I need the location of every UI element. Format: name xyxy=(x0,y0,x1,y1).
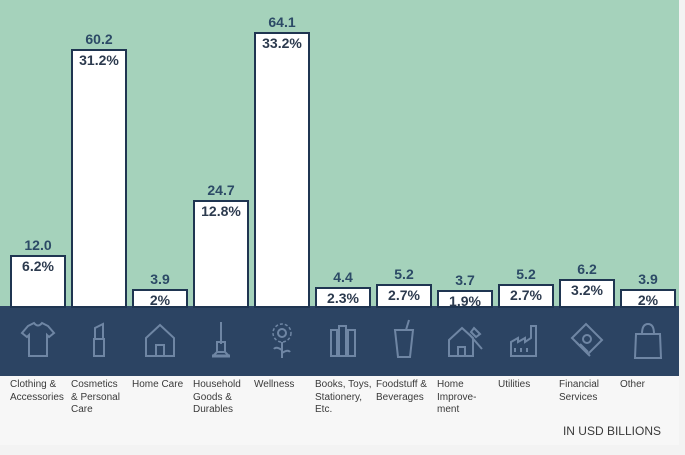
bar-3 xyxy=(132,289,188,308)
bar-percent-label: 2.3% xyxy=(327,290,359,307)
bar-percent-label: 3.2% xyxy=(571,282,603,299)
bar-percent-label: 33.2% xyxy=(262,35,302,51)
bar-value-label: 64.1 xyxy=(268,14,296,30)
category-label: Financial Services xyxy=(559,379,600,403)
bar-1 xyxy=(10,254,66,308)
bar-value-label: 3.7 xyxy=(455,272,475,289)
chart-panel: IN USD BILLIONS 6.2% 12.0 Clothing & Acces… xyxy=(0,0,679,438)
bar-5 xyxy=(254,32,310,308)
bar-value-label: 3.9 xyxy=(638,271,658,288)
cup-icon xyxy=(379,316,429,364)
category-label: Utilities xyxy=(498,379,531,390)
bar-percent-label: 1.9% xyxy=(449,293,481,310)
vacuum-icon xyxy=(196,316,246,364)
category-label: Foodstuff & Beverages xyxy=(376,379,427,403)
tshirt-icon xyxy=(13,316,63,364)
bar-value-label: 12.0 xyxy=(24,236,52,253)
flower-icon xyxy=(257,316,307,364)
bar-percent-label: 2.7% xyxy=(388,286,420,303)
bar-value-label: 24.7 xyxy=(207,182,235,199)
category-label: Cosmetics & Personal Care xyxy=(71,379,120,415)
category-label: Home Improve- ment xyxy=(437,379,477,415)
category-label: Other xyxy=(620,379,646,390)
bar-value-label: 4.4 xyxy=(333,269,353,286)
bar-value-label: 60.2 xyxy=(85,30,113,47)
bar-value-label: 5.2 xyxy=(394,265,414,282)
bar-percent-label: 2% xyxy=(149,292,171,309)
bar-value-label: 6.2 xyxy=(577,261,597,278)
bar-percent-label: 12.8% xyxy=(201,203,241,220)
bar-6 xyxy=(315,287,371,308)
bag-icon xyxy=(623,316,673,364)
books-icon xyxy=(318,316,368,364)
bar-percent-label: 6.2% xyxy=(22,257,54,274)
bar-value-label: 3.9 xyxy=(150,271,170,288)
house-icon xyxy=(135,316,185,364)
money-icon xyxy=(562,316,612,364)
bar-value-label: 5.2 xyxy=(516,265,536,282)
bar-10 xyxy=(559,279,615,308)
category-label: Books, Toys, Stationery, Etc. xyxy=(315,379,372,415)
home-hammer-icon xyxy=(440,316,490,364)
bar-percent-label: 2.7% xyxy=(510,286,542,303)
bar-percent-label: 2% xyxy=(637,292,659,309)
category-label: Home Care xyxy=(132,379,184,390)
factory-icon xyxy=(501,316,551,364)
category-label: Wellness xyxy=(254,379,295,390)
unit-note: IN USD BILLIONS xyxy=(562,424,661,438)
bar-7 xyxy=(376,283,432,308)
bar-percent-label: 31.2% xyxy=(79,51,119,68)
bar-11 xyxy=(620,289,676,308)
bar-2 xyxy=(71,48,127,308)
category-label: Household Goods & Durables xyxy=(193,379,241,415)
bar-4 xyxy=(193,200,249,308)
bar-9 xyxy=(498,283,554,308)
category-label: Clothing & Accessories xyxy=(10,379,64,403)
bar-8 xyxy=(437,290,493,308)
lipstick-icon xyxy=(74,316,124,364)
